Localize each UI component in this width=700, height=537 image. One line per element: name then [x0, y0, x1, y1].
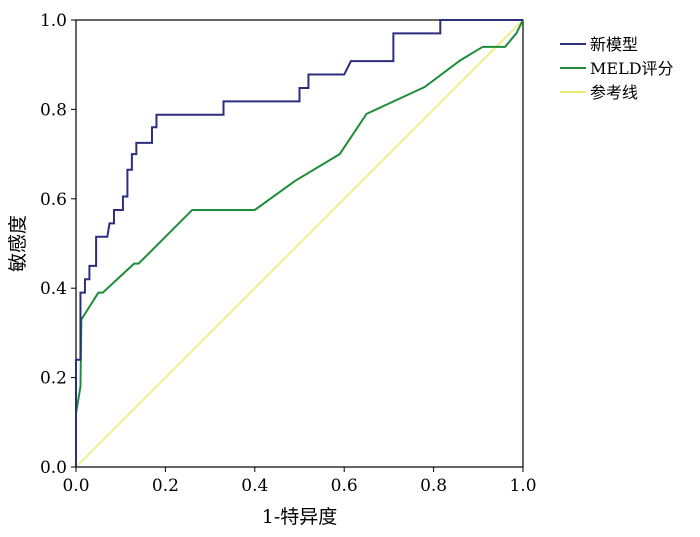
x-axis: 0.0 0.2 0.4 0.6 0.8 1.0 [62, 467, 537, 496]
x-axis-title: 1-特异度 [262, 506, 338, 528]
legend-label: MELD评分 [590, 59, 674, 78]
x-tick-label: 0.6 [331, 476, 358, 496]
y-tick-label: 0.0 [40, 458, 67, 478]
x-tick-label: 0.2 [152, 476, 179, 496]
legend-label: 新模型 [590, 35, 638, 54]
y-tick-label: 1.0 [40, 11, 67, 31]
x-tick-label: 0.8 [420, 476, 447, 496]
series-line-2 [75, 19, 524, 468]
series-line-0 [75, 19, 523, 467]
plot-frame [75, 19, 524, 468]
y-tick-label: 0.2 [40, 369, 67, 389]
legend-label: 参考线 [590, 83, 638, 102]
y-tick-label: 0.6 [40, 190, 67, 210]
series-layer [75, 19, 524, 468]
y-axis-title: 敏感度 [7, 215, 29, 272]
x-tick-label: 1.0 [509, 476, 536, 496]
y-tick-label: 0.4 [40, 279, 67, 299]
x-tick-label: 0.4 [241, 476, 268, 496]
x-tick-label: 0.0 [62, 476, 89, 496]
plot-area [75, 19, 524, 468]
y-tick-label: 0.8 [40, 100, 67, 120]
y-axis: 0.0 0.2 0.4 0.6 0.8 1.0 [40, 11, 76, 478]
